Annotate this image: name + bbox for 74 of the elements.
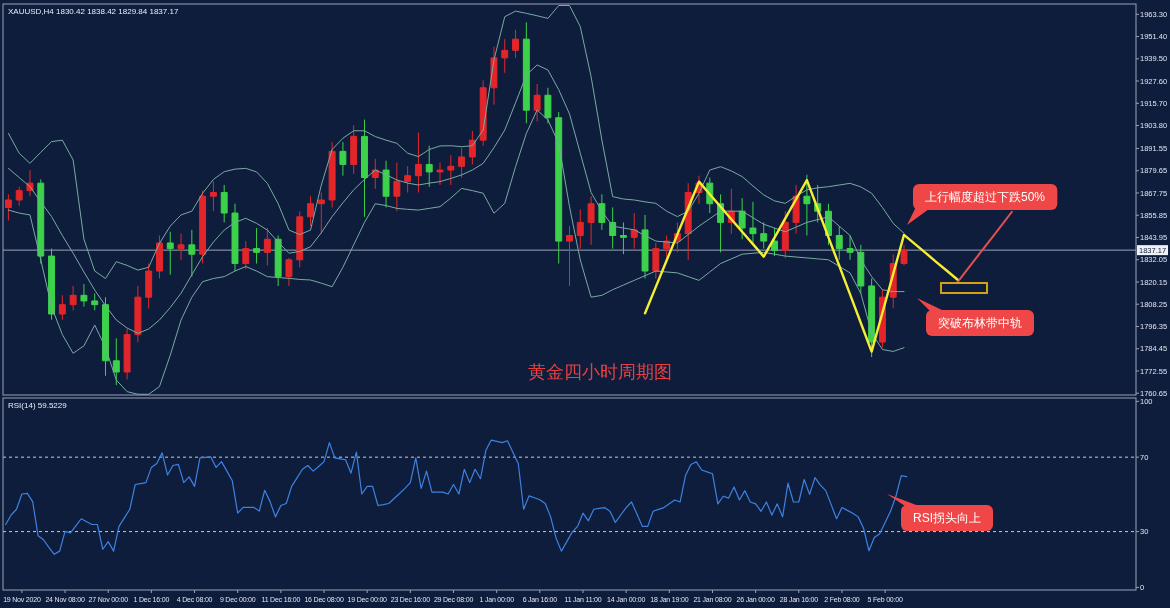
candlestick [501,38,509,74]
candlestick [307,195,314,227]
candlestick [209,180,217,212]
candlestick [199,190,207,265]
annotation: 突破布林带中轨 [938,316,1022,331]
candlestick [630,212,638,250]
candlestick [145,263,153,309]
candlestick [253,227,261,265]
candlestick [760,221,768,250]
candlestick [447,154,455,186]
candlestick [177,233,185,261]
line-series [5,439,908,555]
candlestick [285,257,293,287]
candlestick [555,111,563,265]
candlestick [846,235,854,261]
candlestick [512,29,520,59]
candlestick [371,158,379,190]
candlestick [576,208,584,250]
candlestick [803,174,811,236]
candlestick [37,178,45,265]
candlestick [220,184,228,223]
candlestick [587,195,595,246]
candlestick [112,337,120,386]
candlestick [857,244,865,294]
candlestick [80,283,88,308]
candlestick [69,285,77,311]
candlestick [393,162,401,212]
candlestick [566,225,573,287]
candlestick [91,292,99,311]
candlestick [900,244,908,266]
candlestick [609,206,617,250]
annotation: RSI拐头向上 [912,511,982,526]
candlestick [619,221,627,255]
line-series [7,5,905,279]
line-series [7,109,905,395]
candlestick [533,83,541,122]
candlestick [404,165,412,193]
candlestick [155,235,163,279]
annotation: 上行幅度超过下跌50% [924,190,1046,205]
candlestick [274,235,282,287]
candlestick [58,294,66,321]
candlestick [738,197,746,240]
candlestick [598,193,606,231]
candlestick [468,130,476,165]
candlestick [134,285,142,343]
candlestick [296,210,304,268]
chart-title: XAUUSD,H4 1830.42 1838.42 1829.84 1837.17 [8,7,179,16]
candlestick [425,145,433,188]
candlestick [4,193,12,222]
candlestick [166,231,174,276]
chart-title: RSI(14) 59.5229 [8,401,68,410]
annotation: 黄金四小时周期图 [528,362,672,382]
line-series [7,64,905,334]
candlestick [231,203,239,272]
candlestick [414,132,422,193]
line-series [956,210,1013,283]
candlestick [458,147,466,179]
candlestick [382,160,390,208]
candlestick [328,141,336,208]
candlestick [15,186,23,207]
candlestick [339,141,347,177]
candlestick [652,242,660,279]
candlestick [242,240,250,270]
candlestick [835,225,843,261]
candlestick [544,87,552,124]
candlestick [436,162,444,186]
candlestick [361,119,368,218]
candlestick [522,21,530,124]
candlestick [48,248,56,321]
candlestick [263,227,271,266]
candlestick [749,201,757,246]
candlestick [641,214,649,279]
candlestick [350,124,358,175]
candlestick [123,328,131,380]
